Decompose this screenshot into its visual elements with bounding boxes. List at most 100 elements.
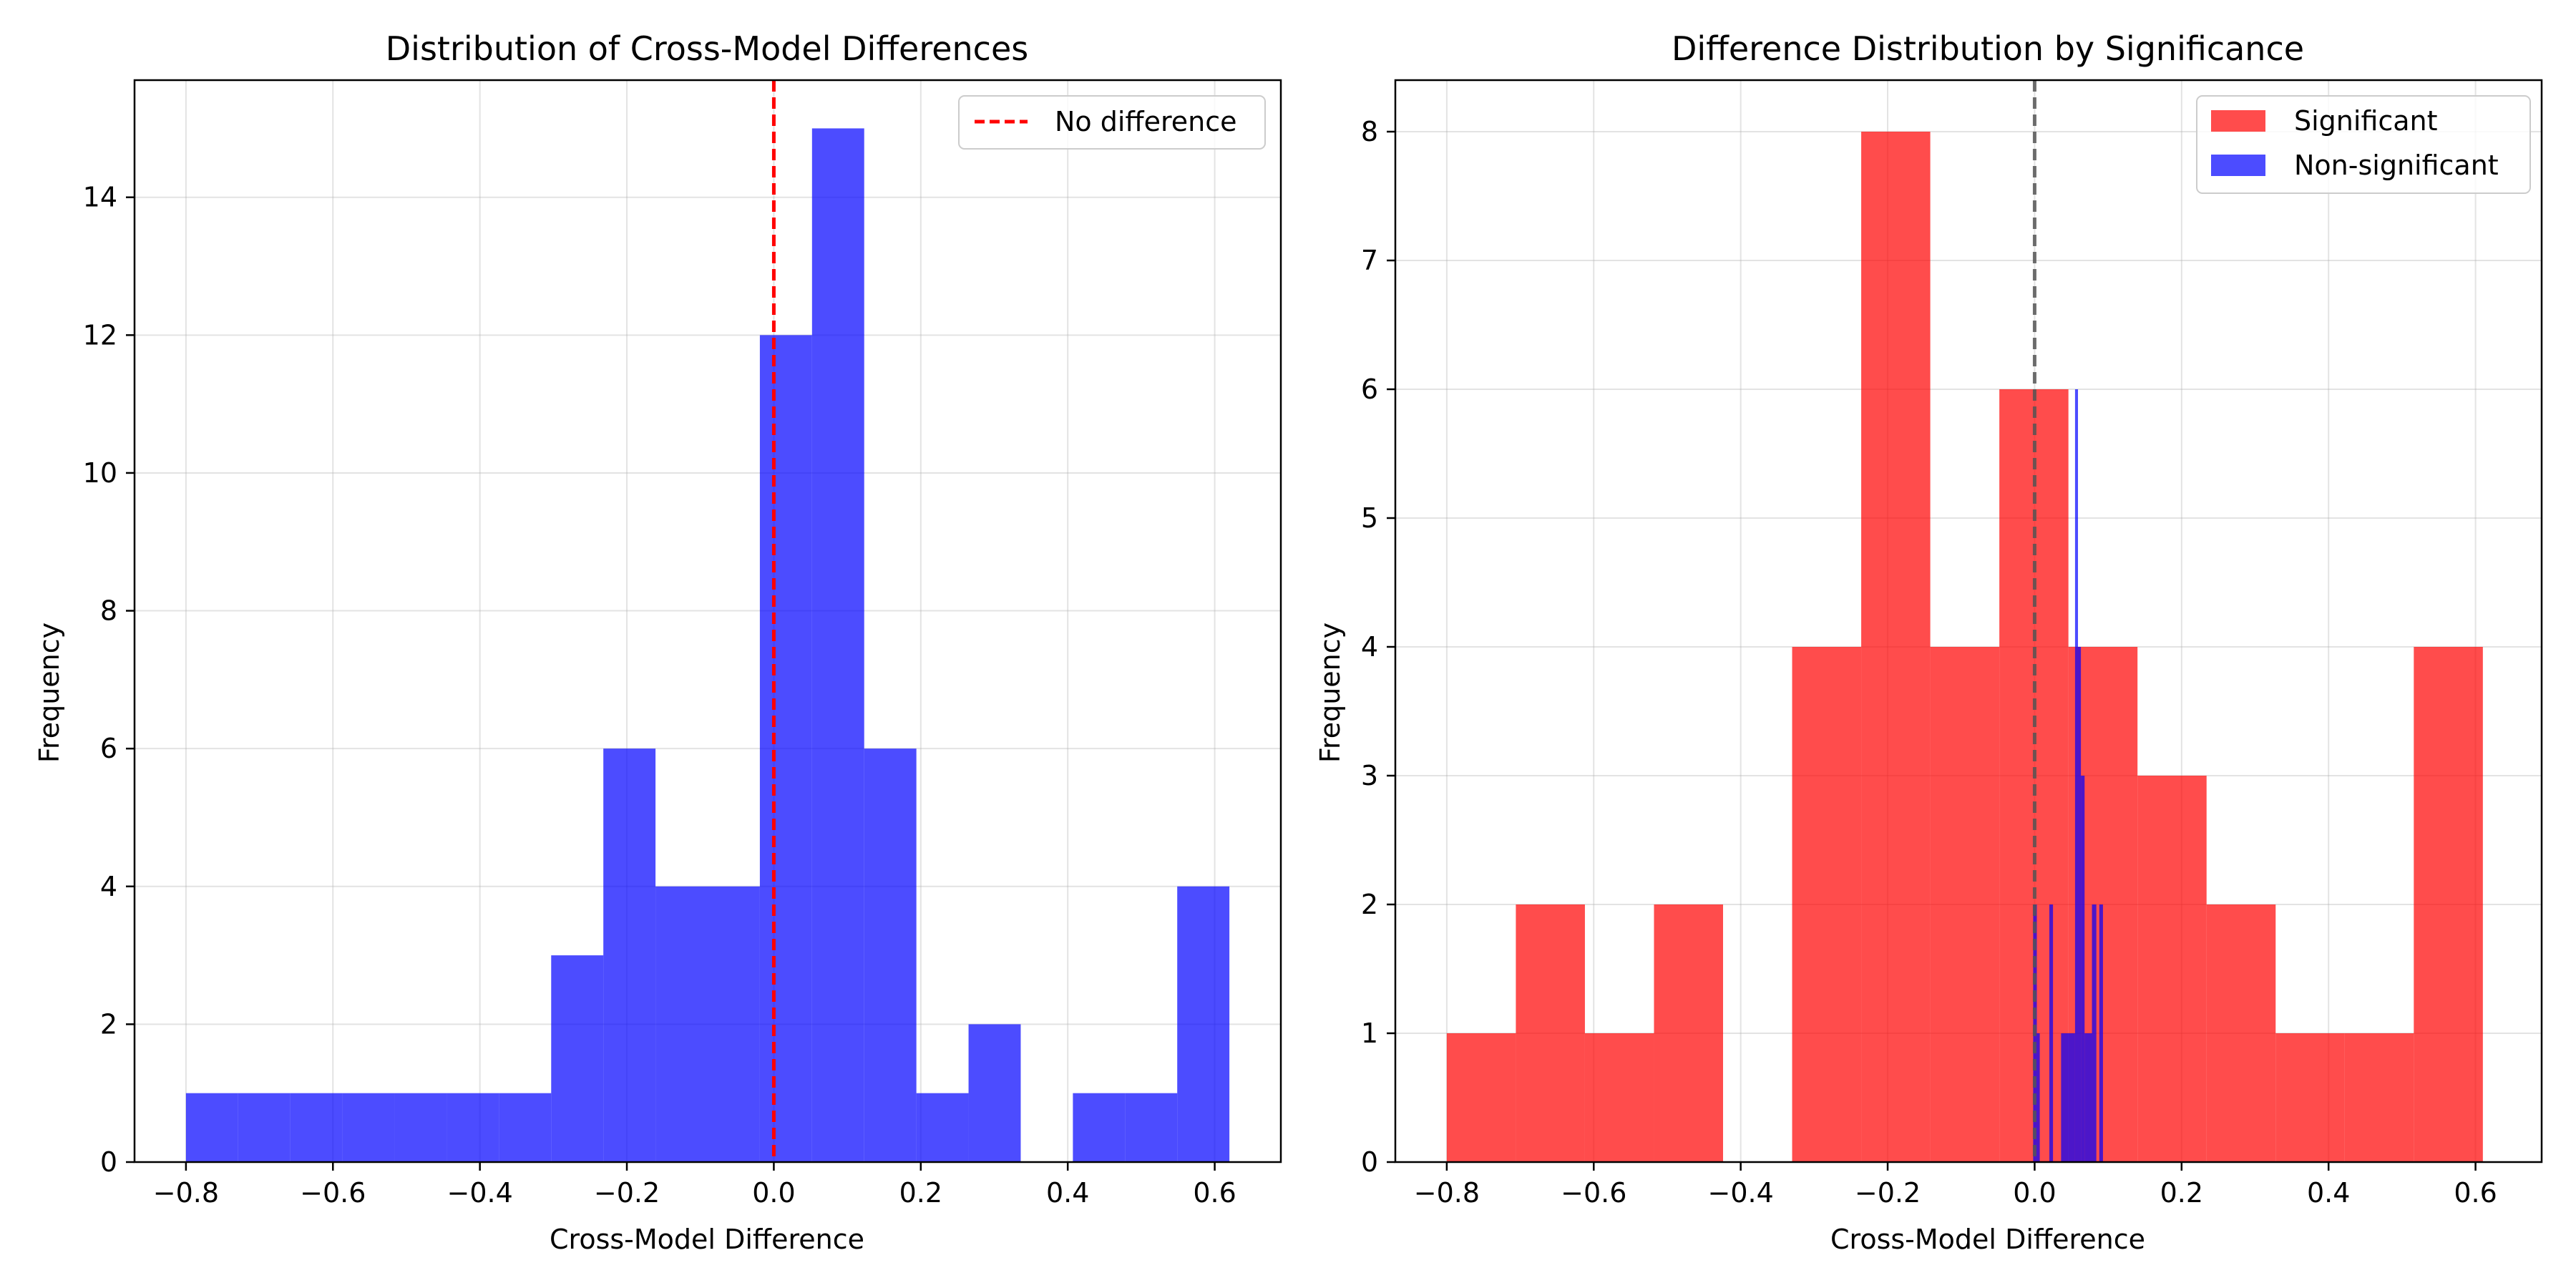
left-y-tick-label: 12: [83, 319, 117, 351]
left-legend-box: [958, 95, 1266, 150]
right-y-tick-label: 5: [1361, 502, 1378, 534]
left-x-tick-label: −0.6: [300, 1177, 366, 1209]
right-y-tick-label: 7: [1361, 245, 1378, 276]
right-non-significant-bar-9: [2084, 1033, 2092, 1162]
left-x-tick-label: −0.4: [447, 1177, 513, 1209]
left-series-bar-3: [342, 1093, 395, 1162]
right-significant-bar-1: [1516, 904, 1585, 1162]
left-series-bar-18: [1125, 1093, 1178, 1162]
right-x-tick-label: −0.2: [1855, 1177, 1921, 1209]
right-legend-significant-swatch: [2211, 110, 2265, 132]
left-series-bar-17: [1073, 1093, 1126, 1162]
right-y-tick-label: 8: [1361, 116, 1378, 147]
right-significant-bar-12: [2275, 1033, 2345, 1162]
left-series-bar-19: [1177, 886, 1230, 1162]
right-significant-bar-10: [2137, 776, 2207, 1162]
right-x-ticks: −0.8 −0.6 −0.4 −0.2 0.0 0.2 0.4 0.6: [1414, 1162, 2497, 1209]
left-series-bar-10: [708, 886, 760, 1162]
left-axes-frame: [133, 79, 1282, 1163]
right-x-axis-label: Cross-Model Difference: [1830, 1224, 2145, 1255]
right-y-tick-label: 3: [1361, 760, 1378, 791]
right-non-significant-bar-1: [2036, 1033, 2040, 1162]
left-x-tick-label: 0.6: [1193, 1177, 1236, 1209]
right-y-tick-label: 6: [1361, 374, 1378, 405]
left-x-tick-label: 0.2: [899, 1177, 942, 1209]
left-series-bar-13: [864, 748, 917, 1162]
right-chart-panel: −0.8 −0.6 −0.4 −0.2 0.0 0.2 0.4 0.6 0 1 2 3 4 5 6 7 8 D…: [1314, 29, 2543, 1255]
left-series-bar-0: [185, 1093, 238, 1162]
left-series-bar-1: [238, 1093, 291, 1162]
right-legend-significant-label: Significant: [2294, 105, 2438, 137]
left-y-tick-label: 0: [100, 1146, 117, 1178]
right-significant-bar-13: [2344, 1033, 2414, 1162]
left-y-tick-label: 4: [100, 871, 117, 902]
left-y-ticks: 0 2 4 6 8 10 12 14: [83, 182, 135, 1178]
left-chart-title: Distribution of Cross-Model Differences: [386, 29, 1028, 68]
right-chart-title: Difference Distribution by Significance: [1672, 29, 2304, 68]
left-x-ticks: −0.8 −0.6 −0.4 −0.2 0.0 0.2 0.4 0.6: [153, 1162, 1236, 1209]
right-non-significant-bar-12: [2099, 904, 2103, 1162]
right-significant-bar-6: [1861, 132, 1931, 1162]
right-x-tick-label: 0.4: [2307, 1177, 2350, 1209]
left-series-bar-8: [603, 748, 656, 1162]
left-y-tick-label: 2: [100, 1008, 117, 1040]
left-series-bar-5: [447, 1093, 499, 1162]
right-x-tick-label: −0.6: [1561, 1177, 1626, 1209]
right-legend-non-significant-label: Non-significant: [2294, 150, 2499, 181]
left-series-bar-2: [290, 1093, 343, 1162]
right-significant-bar-14: [2414, 647, 2483, 1162]
left-series-bar-15: [968, 1024, 1021, 1162]
left-series-bar-9: [655, 886, 708, 1162]
right-significant-bar-0: [1446, 1033, 1516, 1162]
right-non-significant-bar-3: [2049, 904, 2054, 1162]
right-x-tick-label: −0.8: [1414, 1177, 1480, 1209]
left-y-tick-label: 10: [83, 457, 117, 489]
left-legend: No difference: [958, 95, 1266, 150]
left-series-bar-4: [394, 1093, 447, 1162]
right-x-tick-label: 0.6: [2454, 1177, 2497, 1209]
right-y-axis-label: Frequency: [1314, 623, 1346, 763]
left-x-tick-label: 0.0: [752, 1177, 795, 1209]
right-y-ticks: 0 1 2 3 4 5 6 7 8: [1361, 116, 1395, 1178]
right-y-tick-label: 1: [1361, 1018, 1378, 1049]
left-bars: [185, 128, 1230, 1163]
left-series-bar-11: [759, 335, 812, 1163]
right-significant-bar-2: [1584, 1033, 1654, 1162]
right-y-tick-label: 0: [1361, 1146, 1378, 1178]
right-non-significant-bar-10: [2092, 904, 2097, 1162]
left-series-bar-6: [499, 1093, 552, 1162]
right-non-significant-bar-8: [2081, 776, 2085, 1162]
right-axes-frame: [1394, 79, 2543, 1163]
right-non-significant-bar-5: [2061, 1033, 2075, 1162]
right-significant-bar-3: [1654, 904, 1724, 1162]
left-y-axis-label: Frequency: [34, 623, 65, 763]
right-legend-box: [2196, 95, 2531, 194]
right-y-tick-label: 4: [1361, 631, 1378, 663]
left-axes-border: [133, 79, 1282, 1163]
left-series-bar-14: [916, 1093, 969, 1162]
right-x-tick-label: 0.2: [2160, 1177, 2203, 1209]
left-y-tick-label: 8: [100, 595, 117, 627]
right-significant-bar-5: [1792, 647, 1862, 1162]
left-x-axis-label: Cross-Model Difference: [550, 1224, 864, 1255]
right-non-significant-bar-6: [2074, 389, 2079, 1162]
left-y-tick-label: 6: [100, 733, 117, 764]
left-x-tick-label: −0.8: [153, 1177, 219, 1209]
right-significant-bar-11: [2206, 904, 2276, 1162]
right-y-tick-label: 2: [1361, 889, 1378, 920]
left-x-tick-label: 0.4: [1046, 1177, 1089, 1209]
left-x-tick-label: −0.2: [594, 1177, 660, 1209]
right-legend-non-significant-swatch: [2211, 155, 2265, 176]
right-x-tick-label: −0.4: [1708, 1177, 1774, 1209]
left-legend-label: No difference: [1055, 106, 1237, 137]
right-legend: Significant Non-significant: [2196, 95, 2531, 194]
left-series-bar-12: [811, 128, 864, 1162]
right-significant-bar-7: [1930, 647, 2000, 1162]
right-axes-border: [1394, 79, 2543, 1163]
left-series-bar-7: [551, 955, 604, 1162]
left-chart-panel: −0.8 −0.6 −0.4 −0.2 0.0 0.2 0.4 0.6 0 2 4 6 8 10 12 14…: [34, 29, 1282, 1255]
right-non-significant-bar-7: [2078, 647, 2082, 1162]
right-x-tick-label: 0.0: [2013, 1177, 2056, 1209]
left-y-tick-label: 14: [83, 182, 117, 213]
